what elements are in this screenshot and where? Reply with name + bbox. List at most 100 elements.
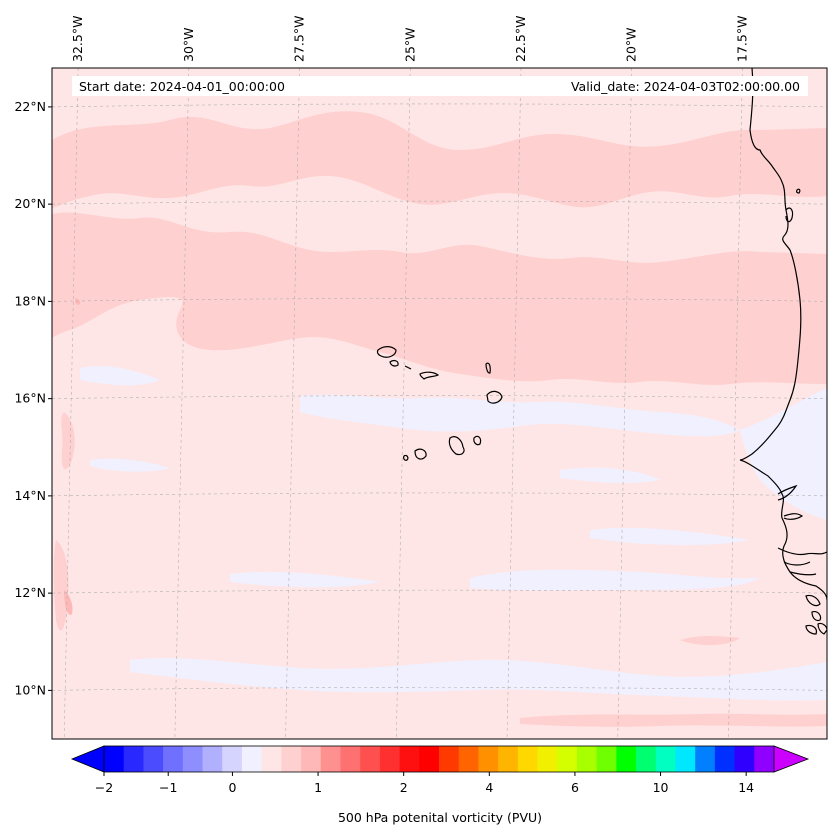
pv-neg-patch-coast [740,388,827,520]
colorbar-swatch [439,746,460,772]
pv-neg-band-central [300,394,740,437]
pv-patch-sw [53,540,69,631]
colorbar-label: 500 hPa potenital vorticity (PVU) [338,810,542,825]
island-brava [403,454,409,461]
colorbar-extend-max [773,745,810,773]
map-frame [51,67,828,740]
longitude-labels: 32.5°W 30°W 27.5°W 25°W 22.5°W 20°W 17.5°W [70,16,749,62]
date-banner [72,76,808,96]
colorbar-swatch [261,746,282,772]
island-boa-vista [486,390,503,404]
pv-band-middle [52,212,827,385]
lon-label: 30°W [181,27,196,62]
valid-date-label: Valid_date: 2024-04-03T02:00:00.00 [571,79,800,94]
colorbar-tick-label: 4 [485,780,493,795]
lat-gridline [52,200,827,205]
colorbar-tick-label: −2 [95,780,113,795]
pv-neg-streak-4 [470,569,760,591]
island-sao-vicente [389,359,399,367]
lon-label: 20°W [624,27,639,62]
pv-mid-bands [64,298,81,615]
lat-gridline [52,687,827,691]
colorbar-swatch [714,746,736,772]
pv-neg-streak-1 [90,458,170,472]
lon-label: 32.5°W [70,16,85,62]
colorbar-swatch [754,746,775,772]
colorbar-tick-label: 6 [571,780,579,795]
colorbar-swatch [498,746,519,772]
pv-field [52,68,827,739]
colorbar-swatch [320,746,341,772]
pv-neg-streak-5 [130,658,827,701]
colorbar-swatch [576,746,598,772]
island-sal [485,362,491,374]
lon-gridline [395,68,411,739]
lon-gridline [63,68,79,739]
lat-gridline [52,395,827,399]
colorbar-swatch [655,746,676,772]
island-santo-antao [376,346,397,358]
colorbar-swatch [695,746,716,772]
island-fogo [414,448,427,460]
latitude-labels: 22°N 20°N 18°N 16°N 14°N 12°N 10°N [14,99,52,697]
colorbar-tick-label: 14 [738,780,754,795]
colorbar-swatch [616,746,637,772]
colorbar-extend-min [70,745,105,773]
colorbar-swatch [419,746,440,772]
colorbar-swatch [557,746,578,772]
lon-gridline [506,68,522,739]
lat-label: 18°N [14,293,46,308]
lat-gridline [52,103,827,108]
colorbar-swatch [143,746,164,772]
lon-gridline [617,68,633,739]
lat-label: 12°N [14,585,46,600]
lat-gridline [52,492,827,497]
pv-neg-patch-west [80,366,160,386]
colorbar-swatch [182,746,204,772]
pv-neg-streak-3 [230,571,380,588]
colorbar-tick-label: 2 [400,780,408,795]
colorbar-frame [103,745,775,773]
island-maio [473,435,482,446]
lon-gridline [285,68,300,739]
colorbar-swatch [675,746,696,772]
colorbar-swatch [360,746,381,772]
pv-core-sw [64,590,73,615]
lon-gridline [174,68,190,739]
lat-label: 16°N [14,391,46,406]
cape-verde-islands [376,346,503,461]
colorbar-swatch [734,746,755,772]
colorbar: −2 −1 0 1 2 4 6 10 14 [70,745,810,795]
colorbar-tick-label: 1 [314,780,322,795]
lat-label: 20°N [14,196,46,211]
lat-gridline [52,589,827,594]
pv-neg-streak-6 [590,527,750,546]
colorbar-swatch [104,746,125,772]
africa-coastline [739,68,827,635]
colorbar-swatch [123,746,144,772]
start-date-label: Start date: 2024-04-01_00:00:00 [79,79,285,94]
pv-patch-west [61,412,75,470]
coastline-gambia [777,484,798,501]
colorbar-swatch [537,746,558,772]
island-sao-nicolau [419,371,440,380]
colorbar-swatch [301,746,322,772]
colorbar-swatch [241,746,263,772]
lat-gridline [52,298,827,302]
colorbar-swatch [458,746,479,772]
colorbar-swatch [202,746,223,772]
pv-negative-bands [80,366,827,701]
colorbar-swatch [379,746,401,772]
pv-positive-bands [52,111,827,727]
colorbar-swatch [517,746,539,772]
lon-label: 25°W [402,27,417,62]
colorbar-swatch [340,746,361,772]
lon-label: 17.5°W [734,16,749,62]
lon-gridline [728,68,743,739]
colorbar-swatch [399,746,420,772]
pv-neg-streak-2 [560,467,660,484]
pv-core-nw [74,298,81,305]
colorbar-swatch [281,746,302,772]
